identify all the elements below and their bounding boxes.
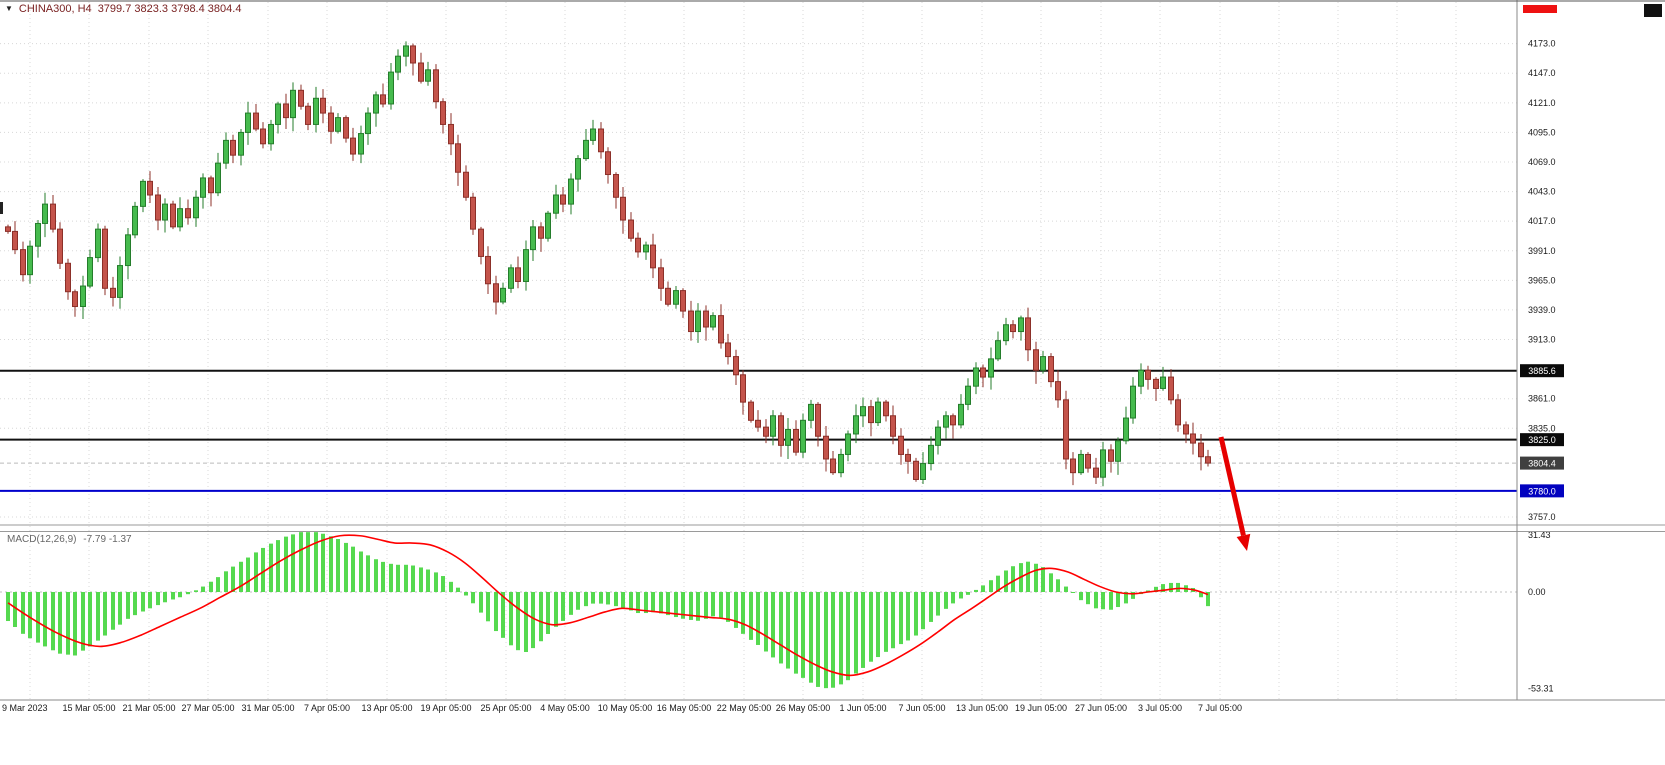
svg-text:3780.0: 3780.0 — [1528, 486, 1556, 496]
svg-text:4069.0: 4069.0 — [1528, 157, 1556, 167]
svg-text:19 Jun 05:00: 19 Jun 05:00 — [1015, 703, 1067, 713]
svg-text:7 Jul 05:00: 7 Jul 05:00 — [1198, 703, 1242, 713]
corner-marker — [1644, 4, 1662, 17]
left-edge-marker — [0, 202, 3, 214]
symbol-timeframe-label: CHINA300, H4 — [18, 3, 92, 15]
price-level-lines[interactable] — [0, 369, 1517, 492]
svg-text:3991.0: 3991.0 — [1528, 246, 1556, 256]
macd-axis[interactable]: 31.43 0.00 -53.31 — [1528, 530, 1554, 694]
svg-text:31 Mar 05:00: 31 Mar 05:00 — [241, 703, 294, 713]
svg-text:3939.0: 3939.0 — [1528, 305, 1556, 315]
candles — [5, 41, 1211, 487]
svg-text:27 Mar 05:00: 27 Mar 05:00 — [181, 703, 234, 713]
svg-text:26 May 05:00: 26 May 05:00 — [776, 703, 831, 713]
svg-text:21 Mar 05:00: 21 Mar 05:00 — [122, 703, 175, 713]
grid-lines — [0, 2, 1517, 699]
svg-text:3 Jul 05:00: 3 Jul 05:00 — [1138, 703, 1182, 713]
svg-text:10 May 05:00: 10 May 05:00 — [598, 703, 653, 713]
price-axis[interactable]: 4173.0 4147.0 4121.0 4095.0 4069.0 4043.0 4017… — [1528, 39, 1556, 522]
pane-borders — [0, 0, 1665, 701]
svg-text:4147.0: 4147.0 — [1528, 68, 1556, 78]
svg-text:3825.0: 3825.0 — [1528, 435, 1556, 445]
ui-markers — [0, 4, 1662, 214]
svg-text:-53.31: -53.31 — [1528, 684, 1554, 694]
svg-text:3757.0: 3757.0 — [1528, 512, 1556, 522]
svg-text:3861.0: 3861.0 — [1528, 394, 1556, 404]
svg-text:3804.4: 3804.4 — [1528, 459, 1556, 469]
macd-signal-line — [7, 534, 1209, 677]
svg-text:4043.0: 4043.0 — [1528, 187, 1556, 197]
svg-text:4173.0: 4173.0 — [1528, 39, 1556, 49]
macd-values: -7.79 -1.37 — [83, 534, 132, 545]
time-axis[interactable]: 9 Mar 2023 15 Mar 05:00 21 Mar 05:00 27 Mar… — [2, 703, 1242, 713]
svg-text:25 Apr 05:00: 25 Apr 05:00 — [480, 703, 531, 713]
price-badges: 3885.6 3825.0 3804.4 3780.0 — [1520, 364, 1564, 498]
svg-text:13 Apr 05:00: 13 Apr 05:00 — [361, 703, 412, 713]
svg-text:4121.0: 4121.0 — [1528, 98, 1556, 108]
svg-text:4 May 05:00: 4 May 05:00 — [540, 703, 590, 713]
chart-collapse-icon[interactable]: ▼ — [5, 4, 13, 13]
svg-text:3835.0: 3835.0 — [1528, 423, 1556, 433]
svg-text:31.43: 31.43 — [1528, 530, 1551, 540]
ohlc-values-label: 3799.7 3823.3 3798.4 3804.4 — [97, 3, 242, 15]
svg-text:16 May 05:00: 16 May 05:00 — [657, 703, 712, 713]
svg-text:4017.0: 4017.0 — [1528, 216, 1556, 226]
macd-indicator-label: MACD(12,26,9) -7.79 -1.37 — [7, 534, 136, 545]
svg-text:15 Mar 05:00: 15 Mar 05:00 — [62, 703, 115, 713]
chart-header: ▼ CHINA300, H4 3799.7 3823.3 3798.4 3804… — [5, 3, 241, 15]
svg-text:4095.0: 4095.0 — [1528, 127, 1556, 137]
svg-text:19 Apr 05:00: 19 Apr 05:00 — [420, 703, 471, 713]
trend-arrow-annotation[interactable] — [1218, 436, 1251, 551]
svg-text:3965.0: 3965.0 — [1528, 275, 1556, 285]
svg-text:27 Jun 05:00: 27 Jun 05:00 — [1075, 703, 1127, 713]
svg-text:0.00: 0.00 — [1528, 587, 1546, 597]
axis-top-red-marker — [1523, 5, 1557, 13]
svg-text:22 May 05:00: 22 May 05:00 — [717, 703, 772, 713]
svg-text:13 Jun 05:00: 13 Jun 05:00 — [956, 703, 1008, 713]
svg-text:3913.0: 3913.0 — [1528, 335, 1556, 345]
svg-text:7 Jun 05:00: 7 Jun 05:00 — [898, 703, 945, 713]
svg-text:3885.6: 3885.6 — [1528, 366, 1556, 376]
macd-name: MACD(12,26,9) — [7, 534, 77, 545]
svg-text:9 Mar 2023: 9 Mar 2023 — [2, 703, 48, 713]
svg-text:7 Apr 05:00: 7 Apr 05:00 — [304, 703, 350, 713]
macd-histogram — [6, 532, 1210, 689]
svg-text:1 Jun 05:00: 1 Jun 05:00 — [839, 703, 886, 713]
